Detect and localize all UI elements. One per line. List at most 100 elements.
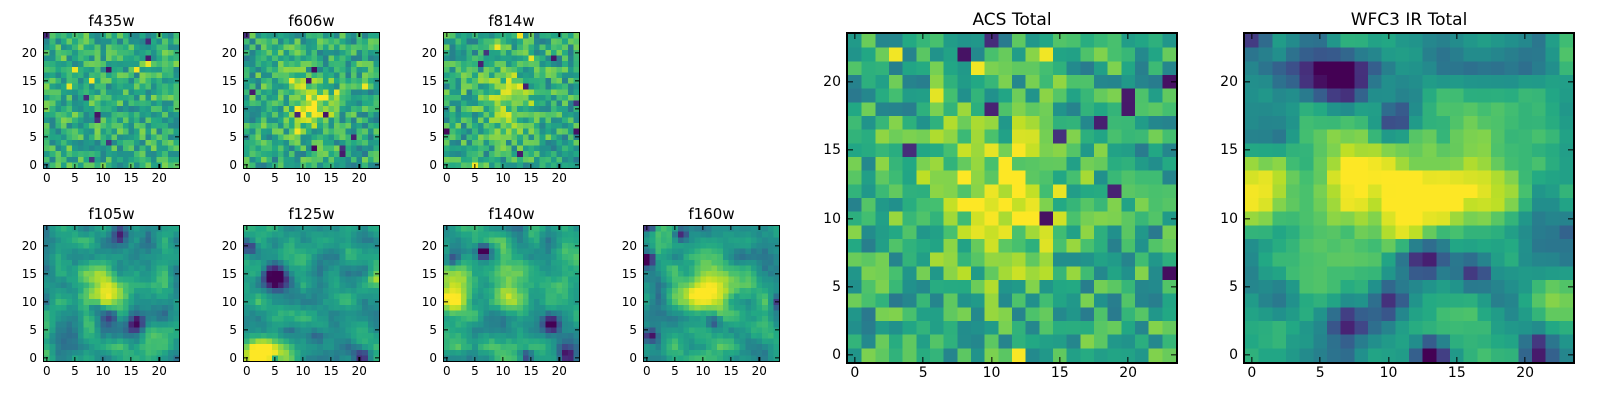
x-tick-mark bbox=[558, 33, 560, 37]
y-tick-mark bbox=[575, 136, 579, 138]
x-tick-mark bbox=[358, 33, 360, 37]
panel-title: f105w bbox=[88, 204, 135, 223]
y-tick-mark bbox=[44, 164, 48, 166]
x-tick-label: 10 bbox=[295, 364, 311, 378]
x-tick-mark bbox=[130, 226, 132, 230]
x-tick-label: 15 bbox=[123, 364, 139, 378]
y-tick-label: 15 bbox=[421, 266, 437, 281]
y-tick-mark bbox=[775, 329, 779, 331]
x-tick-mark bbox=[1319, 34, 1321, 39]
x-tick-mark bbox=[1059, 357, 1061, 362]
y-tick-mark bbox=[575, 329, 579, 331]
x-tick-mark bbox=[302, 357, 304, 361]
x-tick-mark bbox=[1387, 34, 1390, 39]
y-tick-label: 0 bbox=[629, 351, 637, 366]
y-tick-mark bbox=[175, 80, 179, 82]
x-tick-label: 15 bbox=[1050, 365, 1069, 381]
y-tick-mark bbox=[375, 80, 379, 82]
x-tick-label: 20 bbox=[1516, 365, 1535, 381]
y-tick-label: 10 bbox=[21, 101, 37, 116]
y-tick-label: 15 bbox=[421, 73, 437, 88]
y-tick-mark bbox=[244, 301, 248, 303]
y-tick-label: 15 bbox=[621, 266, 637, 281]
y-tick-mark bbox=[444, 245, 448, 247]
y-tick-mark bbox=[644, 329, 648, 331]
y-tick-label: 10 bbox=[621, 294, 637, 309]
y-tick-mark bbox=[575, 245, 579, 247]
x-tick-mark bbox=[1524, 357, 1526, 362]
y-tick-mark bbox=[848, 286, 853, 288]
y-tick-mark bbox=[775, 245, 779, 247]
x-tick-mark bbox=[358, 357, 360, 361]
heatmap-image bbox=[244, 226, 379, 361]
x-tick-mark bbox=[330, 357, 332, 361]
x-tick-mark bbox=[158, 226, 160, 230]
x-tick-mark bbox=[758, 226, 760, 230]
y-tick-label: 5 bbox=[229, 130, 237, 145]
x-tick-label: 15 bbox=[723, 364, 739, 378]
x-tick-label: 15 bbox=[523, 364, 539, 378]
y-tick-label: 15 bbox=[21, 73, 37, 88]
y-tick-mark bbox=[44, 108, 48, 110]
x-tick-mark bbox=[474, 357, 476, 361]
y-tick-mark bbox=[644, 245, 648, 247]
x-tick-label: 5 bbox=[71, 364, 79, 378]
x-tick-label: 10 bbox=[95, 171, 111, 185]
y-tick-mark bbox=[1171, 217, 1176, 220]
x-tick-label: 0 bbox=[242, 364, 251, 378]
y-tick-mark bbox=[1171, 81, 1176, 83]
x-tick-label: 15 bbox=[1447, 365, 1466, 381]
x-tick-mark bbox=[74, 164, 76, 168]
y-tick-label: 0 bbox=[229, 351, 237, 366]
y-tick-mark bbox=[444, 52, 448, 54]
x-tick-mark bbox=[1059, 34, 1061, 39]
x-tick-mark bbox=[646, 226, 648, 230]
x-tick-mark bbox=[1127, 357, 1129, 362]
x-tick-mark bbox=[46, 226, 48, 230]
y-tick-mark bbox=[444, 164, 448, 166]
x-tick-mark bbox=[674, 226, 676, 230]
x-tick-mark bbox=[446, 357, 448, 361]
x-tick-mark bbox=[530, 33, 532, 37]
heatmap-image bbox=[44, 33, 179, 168]
y-tick-label: 5 bbox=[429, 130, 437, 145]
x-tick-mark bbox=[502, 226, 504, 230]
x-tick-mark bbox=[246, 226, 248, 230]
y-tick-label: 5 bbox=[629, 323, 637, 338]
y-tick-mark bbox=[575, 108, 579, 110]
x-tick-mark bbox=[130, 33, 132, 37]
x-tick-label: 5 bbox=[471, 364, 479, 378]
panel-f140w: f140w 0 5 10 15 20 0 5 10 15 20 bbox=[422, 205, 580, 377]
x-tick-mark bbox=[646, 357, 648, 361]
y-tick-mark bbox=[44, 80, 48, 82]
y-tick-mark bbox=[375, 273, 379, 275]
x-tick-mark bbox=[502, 33, 504, 37]
x-tick-label: 10 bbox=[495, 364, 511, 378]
y-tick-mark bbox=[244, 273, 248, 275]
x-tick-mark bbox=[990, 357, 993, 362]
x-tick-mark bbox=[1127, 34, 1129, 39]
y-tick-mark bbox=[244, 80, 248, 82]
y-tick-label: 20 bbox=[421, 45, 437, 60]
y-tick-mark bbox=[44, 245, 48, 247]
y-tick-mark bbox=[44, 273, 48, 275]
x-tick-label: 0 bbox=[642, 364, 651, 378]
x-tick-mark bbox=[246, 164, 248, 168]
x-tick-label: 20 bbox=[751, 364, 767, 378]
y-tick-label: 20 bbox=[221, 45, 237, 60]
x-tick-label: 5 bbox=[918, 365, 928, 381]
x-tick-mark bbox=[474, 164, 476, 168]
x-tick-mark bbox=[1319, 357, 1321, 362]
y-tick-label: 15 bbox=[823, 142, 841, 159]
y-tick-mark bbox=[175, 357, 179, 359]
x-tick-mark bbox=[1251, 34, 1253, 39]
y-tick-label: 5 bbox=[229, 323, 237, 338]
y-tick-mark bbox=[444, 301, 448, 303]
y-tick-mark bbox=[375, 52, 379, 54]
y-tick-mark bbox=[1568, 354, 1573, 356]
panel-title: f160w bbox=[688, 204, 735, 223]
x-tick-mark bbox=[358, 164, 360, 168]
panel-f435w: f435w 0 5 10 15 20 0 5 10 15 20 bbox=[22, 12, 180, 184]
y-tick-label: 10 bbox=[21, 294, 37, 309]
